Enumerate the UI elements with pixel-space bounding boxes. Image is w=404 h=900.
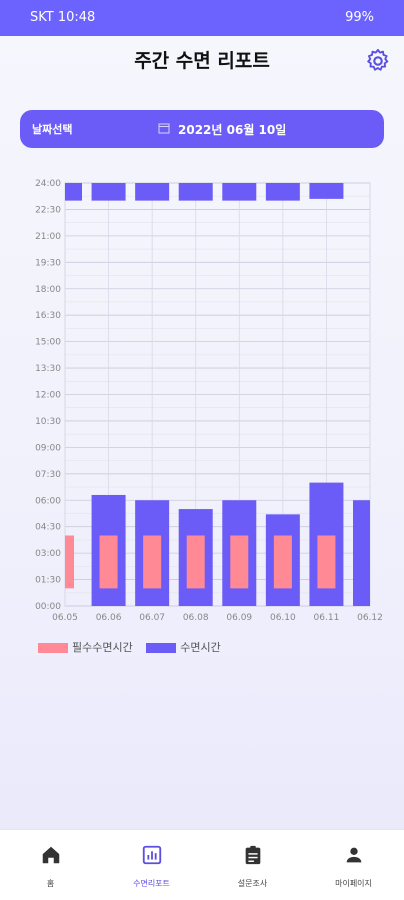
chart-legend: 필수수면시간 수면시간: [38, 639, 231, 655]
nav-item-survey[interactable]: 설문조사: [202, 830, 303, 900]
y-tick-label: 19:30: [35, 258, 61, 268]
y-tick-label: 10:30: [35, 417, 61, 427]
sleep-chart: 00:00 01:30 03:00 04:30 06:00 07:30 09:00 10:30…: [35, 179, 383, 623]
battery-level: 99%: [345, 10, 374, 25]
nav-label-sleep-report: 수면리포트: [133, 879, 170, 888]
y-tick-label: 07:30: [35, 470, 61, 480]
nav-label-home: 홈: [46, 879, 55, 888]
person-icon: [346, 847, 362, 863]
sleep-bar: [65, 183, 82, 201]
clipboard-icon: [245, 845, 261, 865]
x-tick-label: 06.06: [96, 613, 122, 623]
status-time: SKT 10:48: [30, 10, 96, 25]
sleep-bar: [178, 183, 213, 201]
y-tick-label: 15:00: [35, 338, 61, 348]
y-tick-label: 01:30: [35, 576, 61, 586]
sleep-bar: [353, 500, 370, 606]
sleep-bar: [265, 183, 300, 201]
required-sleep-bar: [273, 535, 292, 589]
date-selector[interactable]: 날짜선택 2022년 06월 10일: [20, 110, 384, 148]
nav-item-sleep-report[interactable]: 수면리포트: [101, 830, 202, 900]
legend-item-required: 필수수면시간: [38, 639, 133, 655]
y-tick-label: 09:00: [35, 443, 61, 453]
x-tick-label: 06.12: [357, 613, 383, 623]
nav-label-mypage: 마이페이지: [335, 879, 372, 888]
gear-icon[interactable]: [364, 47, 392, 75]
y-tick-label: 00:00: [35, 602, 61, 612]
bottom-navigation: 홈 수면리포트 설문조사 마이페이지: [0, 829, 404, 900]
required-sleep-bar: [99, 535, 118, 589]
x-tick-label: 06.09: [226, 613, 252, 623]
y-tick-label: 13:30: [35, 364, 61, 374]
legend-swatch-required: [38, 643, 68, 653]
required-sleep-bar: [143, 535, 162, 589]
sleep-bar: [222, 183, 257, 201]
y-tick-label: 16:30: [35, 311, 61, 321]
required-sleep-bar: [230, 535, 249, 589]
legend-label-sleep: 수면시간: [180, 641, 221, 654]
required-sleep-bar: [317, 535, 336, 589]
home-icon: [42, 846, 60, 864]
x-tick-label: 06.08: [183, 613, 209, 623]
x-tick-label: 06.10: [270, 613, 296, 623]
sleep-bar: [135, 183, 170, 201]
sleep-bar: [309, 183, 344, 199]
page-title: 주간 수면 리포트: [134, 50, 270, 72]
calendar-icon: [158, 123, 170, 134]
legend-swatch-sleep: [146, 643, 177, 653]
sleep-bar: [91, 183, 126, 201]
y-tick-label: 22:30: [35, 205, 61, 215]
y-tick-label: 21:00: [35, 232, 61, 242]
y-tick-label: 18:00: [35, 285, 61, 295]
report-icon: [142, 845, 162, 865]
date-selector-label: 날짜선택: [32, 123, 73, 136]
required-sleep-bar: [186, 535, 205, 589]
status-bar: SKT 10:48 99%: [0, 0, 404, 36]
y-tick-label: 06:00: [35, 496, 61, 506]
required-sleep-bar: [65, 535, 74, 589]
nav-item-home[interactable]: 홈: [0, 830, 101, 900]
x-tick-label: 06.05: [52, 613, 78, 623]
y-tick-label: 03:00: [35, 549, 61, 559]
x-tick-label: 06.11: [314, 613, 340, 623]
y-tick-label: 12:00: [35, 391, 61, 401]
x-tick-label: 06.07: [139, 613, 165, 623]
legend-label-required: 필수수면시간: [72, 641, 133, 654]
nav-item-mypage[interactable]: 마이페이지: [303, 830, 404, 900]
y-tick-label: 24:00: [35, 179, 61, 189]
selected-date: 2022년 06월 10일: [178, 123, 287, 137]
legend-item-sleep: 수면시간: [146, 639, 221, 655]
nav-label-survey: 설문조사: [237, 879, 268, 888]
y-tick-label: 04:30: [35, 523, 61, 533]
